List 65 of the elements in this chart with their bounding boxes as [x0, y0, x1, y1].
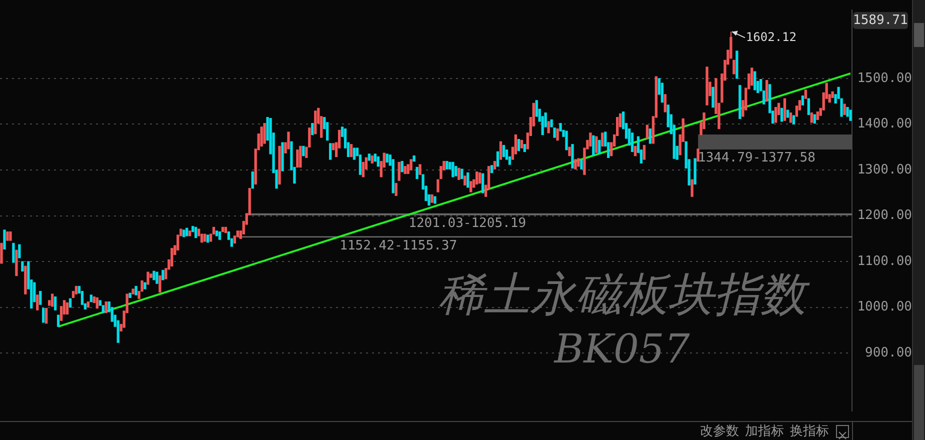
y-tick-label: 1400.00	[857, 116, 912, 132]
candlestick	[104, 301, 108, 314]
candlestick	[765, 80, 768, 102]
candlestick	[434, 196, 436, 204]
candlestick	[846, 106, 849, 117]
candlestick	[162, 270, 164, 280]
candlestick	[152, 270, 156, 280]
candlestick	[813, 114, 816, 124]
candlestick	[412, 155, 416, 162]
candlestick	[780, 108, 784, 122]
candlestick	[203, 234, 206, 242]
y-tick-label: 1500.00	[857, 70, 912, 86]
candlestick	[789, 112, 792, 123]
candlestick	[9, 231, 12, 241]
candlestick	[430, 194, 434, 203]
candlestick	[646, 124, 649, 139]
candlestick	[86, 301, 90, 308]
candlestick	[496, 151, 500, 167]
candlestick	[460, 168, 464, 180]
candlestick	[568, 146, 571, 156]
candlestick	[648, 128, 652, 144]
y-tick-label: 1300.00	[857, 162, 912, 178]
candlestick	[6, 231, 9, 241]
candlestick	[550, 119, 553, 128]
candlestick	[186, 228, 188, 236]
candlestick	[416, 166, 418, 180]
candlestick	[634, 146, 637, 156]
candlestick	[96, 297, 98, 309]
text: 1589.71	[853, 12, 908, 29]
candlestick	[362, 162, 365, 178]
candlestick	[68, 298, 72, 308]
candlestick	[642, 144, 646, 160]
candlestick	[134, 286, 138, 296]
candlestick	[478, 172, 482, 184]
y-tick-label: 1000.00	[857, 300, 912, 315]
y-tick-label: 900.00	[865, 345, 912, 360]
text: BK057	[553, 326, 690, 372]
annotation: 1602.12	[746, 30, 797, 44]
y-tick-label: 1200.00	[857, 208, 912, 224]
candlestick	[128, 292, 132, 298]
candlestick	[481, 173, 484, 194]
band-label: 1152.42-1155.37	[340, 238, 458, 254]
candlestick	[774, 106, 778, 123]
candlestick	[400, 160, 404, 172]
y-tick-label: 1100.00	[857, 254, 912, 269]
text: 稀土永磁板块指数	[438, 266, 810, 321]
band-label: 1201.03-1205.19	[408, 216, 526, 232]
candlestick	[499, 141, 502, 160]
candlestick	[786, 110, 790, 118]
candlestick	[792, 115, 796, 125]
band-label: 1344.79-1377.58	[698, 150, 816, 166]
candlestick	[556, 128, 559, 141]
candlestick	[156, 272, 158, 284]
candlestick	[302, 146, 305, 156]
candlestick	[502, 144, 506, 158]
candlestick	[577, 158, 580, 167]
text: 换指标	[790, 424, 829, 439]
text: 加指标	[745, 424, 784, 439]
candlestick	[376, 156, 380, 167]
candlestick	[144, 282, 146, 290]
candlestick	[221, 226, 224, 232]
candlestick	[194, 226, 198, 238]
text: 改参数	[700, 424, 739, 439]
candlestick	[224, 226, 228, 234]
candlestick	[352, 148, 356, 160]
